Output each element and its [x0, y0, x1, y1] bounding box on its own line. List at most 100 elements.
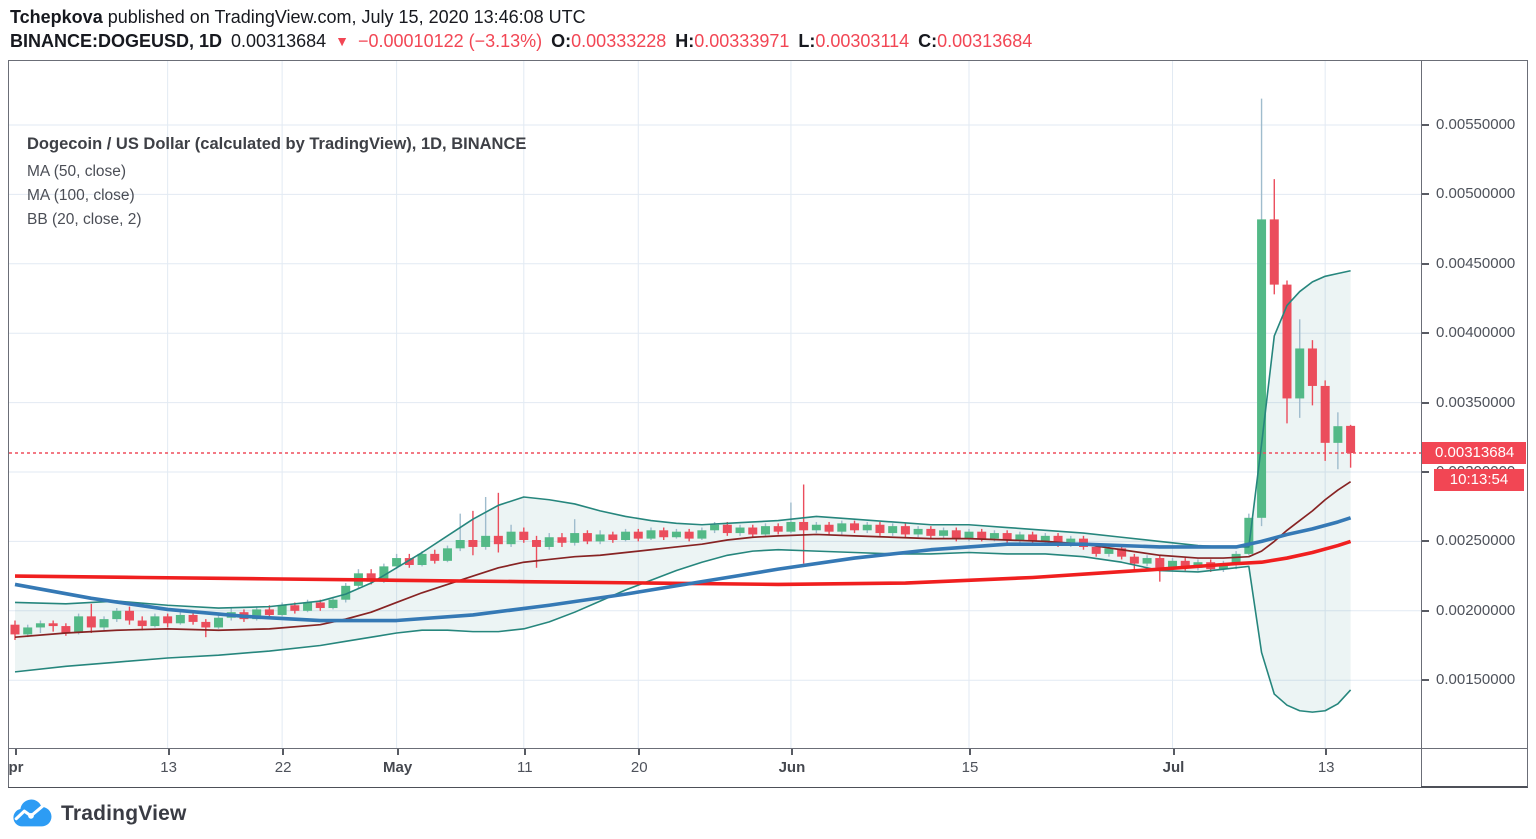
bar-countdown-label: 10:13:54 — [1434, 469, 1524, 491]
last-price-axis-label: 0.00313684 — [1422, 442, 1526, 464]
candle-body — [175, 614, 185, 624]
candle-body — [137, 620, 147, 627]
time-tick-dash — [790, 749, 793, 755]
candle-body — [1142, 558, 1152, 564]
time-tick-label: May — [383, 759, 413, 776]
price-axis[interactable]: 0.00313684 10:13:54 0.00550000 0.00500000… — [1422, 61, 1526, 748]
low-value: L:0.00303114 — [798, 31, 910, 51]
candle-body — [1269, 219, 1279, 285]
candle-body — [303, 602, 313, 611]
candle-body — [379, 566, 389, 582]
candle-body — [621, 531, 631, 541]
symbol-name: BINANCE:DOGEUSD, 1D — [10, 31, 223, 51]
time-axis-separator — [9, 748, 1527, 749]
candle-body — [633, 531, 643, 539]
time-tick-dash — [638, 749, 641, 755]
price-tick-label: 0.00200000 — [1436, 601, 1516, 619]
time-tick-label: 20 — [630, 759, 648, 776]
candle-body — [710, 524, 720, 531]
candle-body — [1333, 426, 1343, 443]
price-tick-dash — [1422, 124, 1429, 126]
time-tick-label: 15 — [961, 759, 979, 776]
candle-body — [989, 533, 999, 539]
time-tick-dash — [1325, 749, 1328, 755]
candle-body — [1231, 553, 1241, 564]
price-tick-label: 0.00400000 — [1436, 324, 1516, 342]
ma50-line — [14, 516, 1352, 623]
bb-basis-line — [14, 481, 1352, 639]
candle-body — [48, 623, 58, 627]
candle-body — [646, 530, 656, 539]
candle-body — [290, 605, 300, 611]
candle-body — [112, 610, 122, 620]
candle-body — [10, 624, 20, 635]
price-tick-dash — [1422, 401, 1429, 404]
candle-body — [888, 526, 898, 534]
time-axis[interactable]: pr 13 22 May 11 20 Jun 15 Jul 13 — [9, 749, 1421, 787]
time-tick-label: 13 — [1317, 759, 1335, 776]
candle-body — [277, 605, 287, 615]
candle-body — [799, 521, 809, 531]
candle-body — [1257, 219, 1267, 518]
candlestick-chart[interactable] — [9, 61, 1421, 748]
price-tick-dash — [1422, 679, 1429, 682]
candle-body — [862, 524, 872, 531]
candle-body — [86, 616, 96, 628]
bollinger-fill — [15, 270, 1351, 713]
candle-body — [570, 533, 580, 543]
candle-body — [964, 531, 974, 539]
candle-body — [837, 523, 847, 532]
time-tick-label: 11 — [517, 759, 533, 776]
candle-body — [1002, 533, 1012, 541]
last-price: 0.00313684 — [231, 31, 327, 51]
candle-body — [1066, 538, 1076, 545]
price-tick-dash — [1422, 471, 1429, 473]
candle-body — [468, 540, 478, 547]
candle-body — [1346, 425, 1356, 454]
candle-body — [582, 533, 592, 542]
byline: Tchepkova published on TradingView.com, … — [10, 7, 586, 28]
candle-body — [735, 527, 745, 534]
candle-body — [264, 609, 274, 615]
candle-body — [23, 627, 33, 635]
price-tick-label: 0.00500000 — [1436, 185, 1516, 203]
candle-body — [811, 524, 821, 531]
time-tick-dash — [396, 749, 399, 755]
candle-body — [1104, 548, 1114, 554]
candle-body — [341, 585, 351, 600]
candle-body — [939, 530, 949, 536]
tradingview-logo-link[interactable]: TradingView — [10, 799, 187, 828]
candle-body — [1244, 517, 1254, 554]
time-tick-label: Jun — [778, 759, 806, 776]
candle-body — [61, 626, 71, 634]
candle-body — [824, 524, 834, 532]
candle-body — [1117, 548, 1127, 557]
candle-body — [455, 540, 465, 549]
candle-body — [1180, 560, 1190, 568]
time-tick-dash — [1172, 749, 1175, 755]
byline-text: published on TradingView.com, July 15, 2… — [102, 7, 586, 27]
ma100-line — [14, 539, 1352, 587]
candle-body — [150, 616, 160, 627]
candle-body — [544, 537, 554, 547]
candle-body — [328, 599, 338, 609]
candle-body — [252, 609, 262, 620]
candle-body — [1320, 385, 1330, 443]
candle-body — [124, 610, 134, 621]
candle-body — [430, 553, 440, 561]
candle-body — [557, 537, 567, 543]
candle-body — [404, 558, 414, 565]
candle-body — [99, 619, 109, 628]
open-value: O:0.00333228 — [551, 31, 667, 51]
bb-upper-line — [14, 269, 1351, 609]
time-tick-dash — [167, 749, 170, 755]
candle-body — [722, 524, 732, 534]
candle-body — [315, 602, 325, 609]
candle-body — [773, 526, 783, 532]
candle-body — [417, 553, 427, 565]
chart-plot-area[interactable] — [9, 61, 1421, 748]
time-tick-label: 13 — [160, 759, 177, 776]
time-tick-dash — [15, 749, 17, 755]
candle-body — [493, 535, 503, 545]
price-tick-label: 0.00450000 — [1436, 254, 1516, 272]
